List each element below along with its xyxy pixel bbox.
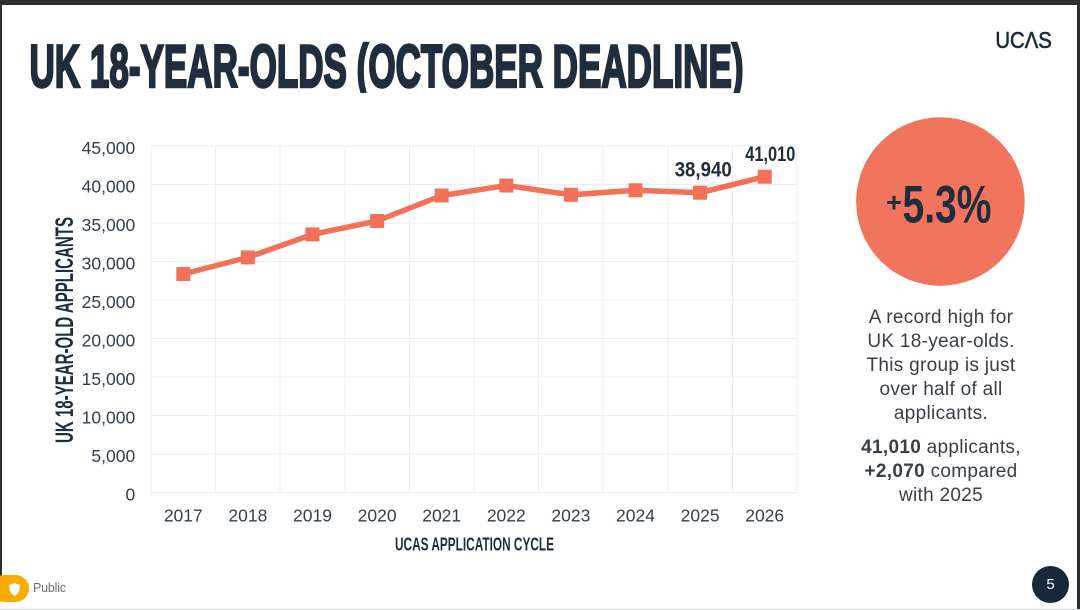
svg-text:2017: 2017	[164, 505, 203, 525]
svg-text:UCAS APPLICATION CYCLE: UCAS APPLICATION CYCLE	[395, 534, 554, 554]
svg-text:UCΛS: UCΛS	[995, 27, 1052, 53]
svg-text:2022: 2022	[487, 505, 526, 525]
svg-text:2024: 2024	[616, 505, 655, 525]
svg-text:2019: 2019	[293, 505, 332, 525]
svg-text:5.3%: 5.3%	[903, 176, 992, 235]
svg-text:10,000: 10,000	[82, 408, 136, 428]
svg-text:40,000: 40,000	[82, 176, 136, 196]
svg-text:45,000: 45,000	[82, 138, 136, 158]
svg-text:41,010: 41,010	[745, 143, 795, 166]
svg-text:0: 0	[125, 484, 135, 504]
svg-text:2026: 2026	[745, 505, 784, 525]
svg-text:25,000: 25,000	[82, 292, 136, 312]
svg-text:2025: 2025	[681, 505, 720, 525]
svg-text:20,000: 20,000	[82, 331, 136, 351]
svg-text:2018: 2018	[228, 505, 267, 525]
svg-text:15,000: 15,000	[82, 369, 136, 389]
svg-text:30,000: 30,000	[82, 254, 136, 274]
svg-text:38,940: 38,940	[675, 158, 732, 181]
svg-text:UK 18-YEAR-OLD APPLICANTS: UK 18-YEAR-OLD APPLICANTS	[51, 217, 79, 443]
svg-text:2020: 2020	[358, 505, 397, 525]
svg-text:2021: 2021	[422, 505, 461, 525]
svg-text:2023: 2023	[551, 505, 590, 525]
svg-text:5,000: 5,000	[91, 446, 135, 466]
svg-text:35,000: 35,000	[82, 215, 136, 235]
svg-text:UK 18-YEAR-OLDS (OCTOBER DEADL: UK 18-YEAR-OLDS (OCTOBER DEADLINE)	[30, 33, 744, 100]
svg-text:+: +	[886, 188, 902, 218]
